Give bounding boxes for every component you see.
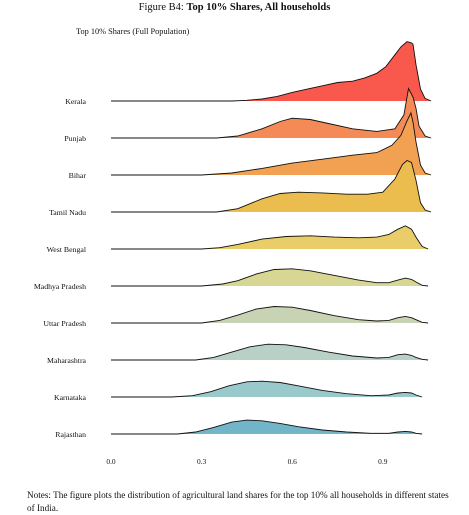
category-label: Maharashtra	[47, 356, 87, 365]
ridge-line-madhya-pradesh	[111, 268, 429, 287]
category-label: Tamil Nadu	[49, 208, 86, 217]
ridge-line-rajasthan	[111, 419, 423, 435]
ridge-area-uttar-pradesh	[111, 306, 429, 323]
x-tick-label: 0.9	[378, 457, 388, 466]
ridge-area-west-bengal	[111, 225, 429, 249]
chart-title: Top 10% Shares (Full Population)	[76, 27, 190, 36]
category-label: Bihar	[69, 171, 87, 180]
category-label: Madhya Pradesh	[34, 282, 86, 291]
category-label: Uttar Pradesh	[43, 319, 86, 328]
figure-notes: Notes: The figure plots the distribution…	[27, 490, 449, 513]
category-label: Punjab	[64, 134, 86, 143]
ridge-line-tamil-nadu	[111, 159, 432, 213]
ridge-area-madhya-pradesh	[111, 268, 429, 286]
ridge-line-maharashtra	[111, 343, 429, 361]
ridge-area-tamil-nadu	[111, 160, 432, 212]
figure-title-text: Top 10% Shares, All households	[186, 2, 331, 13]
ridge-area-bihar	[111, 113, 432, 175]
ridge-area-karnataka	[111, 381, 423, 397]
ridge-line-punjab	[111, 87, 432, 139]
ridge-area-punjab	[111, 88, 432, 138]
ridge-area-rajasthan	[111, 420, 423, 434]
figure-label: Figure B4:	[138, 2, 184, 13]
ridge-line-bihar	[111, 111, 432, 176]
ridge-line-uttar-pradesh	[111, 306, 429, 324]
x-tick-label: 0.6	[288, 457, 298, 466]
x-tick-label: 0.0	[106, 457, 116, 466]
figure-title: Figure B4: Top 10% Shares, All household…	[0, 2, 469, 13]
category-label: Rajasthan	[55, 430, 86, 439]
ridge-area-kerala	[111, 41, 432, 101]
ridge-area-maharashtra	[111, 344, 429, 360]
ridge-line-west-bengal	[111, 225, 429, 250]
category-label: Kerala	[65, 97, 86, 106]
category-label: West Bengal	[47, 245, 87, 254]
category-label: Karnataka	[54, 393, 87, 402]
ridge-line-kerala	[111, 41, 432, 102]
ridgeline-chart: Kerala Punjab Bihar Tamil Nadu West Bengal Ma…	[34, 41, 432, 466]
ridge-line-karnataka	[111, 380, 423, 398]
x-tick-label: 0.3	[197, 457, 207, 466]
